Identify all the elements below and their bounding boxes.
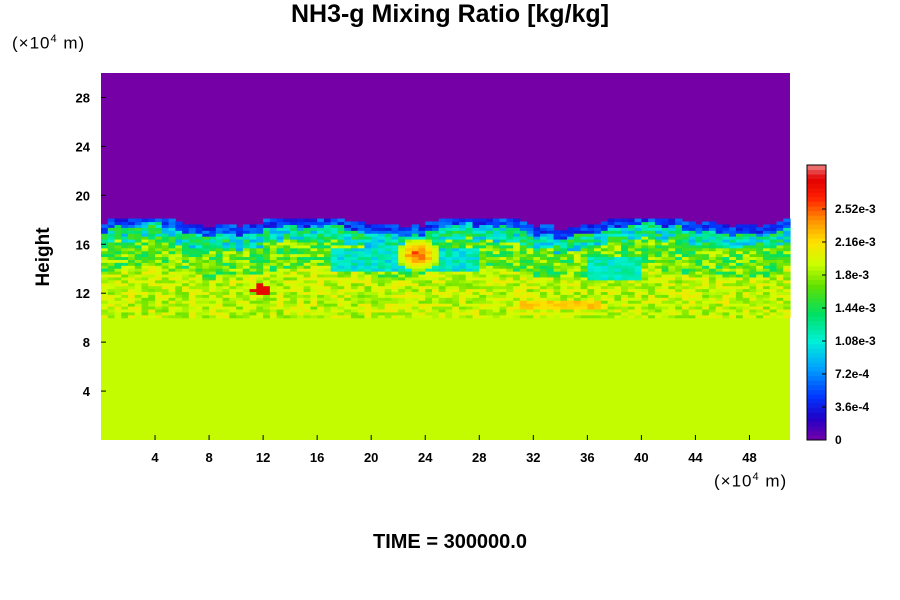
field-transition-band bbox=[101, 218, 791, 319]
colorbar-step bbox=[807, 197, 826, 202]
colorbar-step bbox=[807, 169, 826, 175]
heatmap-field bbox=[101, 73, 791, 440]
y-tick-label: 20 bbox=[76, 188, 90, 203]
x-tick-label: 20 bbox=[364, 450, 378, 465]
colorbar-tick-label: 2.52e-3 bbox=[835, 202, 876, 216]
colorbar-step bbox=[807, 352, 826, 358]
colorbar-step bbox=[807, 270, 826, 276]
x-tick-label: 36 bbox=[580, 450, 594, 465]
colorbar-step bbox=[807, 311, 826, 317]
colorbar-step bbox=[807, 366, 826, 372]
colorbar-tick-label: 1.44e-3 bbox=[835, 301, 876, 315]
colorbar-step bbox=[807, 412, 826, 418]
colorbar-step bbox=[807, 220, 826, 225]
colorbar-step bbox=[807, 178, 826, 184]
y-tick-label: 16 bbox=[76, 237, 90, 252]
y-tick-label: 12 bbox=[76, 286, 90, 301]
colorbar-step bbox=[807, 215, 826, 221]
x-tick-label: 8 bbox=[205, 450, 212, 465]
colorbar-step bbox=[807, 242, 826, 248]
colorbar-frame bbox=[806, 164, 827, 441]
x-tick-label: 28 bbox=[472, 450, 486, 465]
colorbar-step bbox=[807, 334, 826, 340]
colorbar-step bbox=[807, 371, 826, 377]
colorbar-step bbox=[807, 375, 826, 381]
field-lower-region bbox=[101, 317, 790, 440]
x-tick-label: 4 bbox=[151, 450, 159, 465]
colorbar-step bbox=[807, 297, 826, 303]
x-tick-label: 32 bbox=[526, 450, 540, 465]
colorbar-step bbox=[807, 316, 826, 322]
colorbar-step bbox=[807, 233, 826, 239]
colorbar-step bbox=[807, 174, 826, 180]
colorbar-step bbox=[807, 380, 826, 386]
colorbar-step bbox=[807, 407, 826, 413]
colorbar-step bbox=[807, 288, 826, 294]
colorbar-tick-label: 1.8e-3 bbox=[835, 268, 869, 282]
colorbar-step bbox=[807, 265, 826, 271]
x-tick-label: 16 bbox=[310, 450, 324, 465]
colorbar-step bbox=[807, 339, 826, 345]
y-tick-label: 4 bbox=[83, 384, 91, 399]
colorbar-step bbox=[807, 435, 826, 441]
colorbar-step bbox=[807, 284, 826, 290]
colorbar-tick-label: 1.08e-3 bbox=[835, 334, 876, 348]
colorbar-step bbox=[807, 275, 826, 280]
y-axis-label: Height bbox=[33, 227, 54, 287]
colorbar-step bbox=[807, 252, 826, 257]
colorbar-step bbox=[807, 192, 826, 198]
colorbar-step bbox=[807, 279, 826, 285]
colorbar-step bbox=[807, 330, 826, 335]
colorbar-tick-label: 0 bbox=[835, 433, 842, 447]
colorbar-step bbox=[807, 348, 826, 354]
colorbar-step bbox=[807, 206, 826, 212]
x-tick-label: 48 bbox=[742, 450, 756, 465]
y-axis-unit: (×104 m) bbox=[12, 33, 86, 53]
x-tick-label: 44 bbox=[688, 450, 703, 465]
colorbar-step bbox=[807, 385, 826, 390]
colorbar-step bbox=[807, 187, 826, 193]
y-tick-label: 8 bbox=[83, 335, 90, 350]
chart-title: NH3-g Mixing Ratio [kg/kg] bbox=[290, 0, 610, 28]
colorbar-step bbox=[807, 165, 826, 170]
colorbar-step bbox=[807, 430, 826, 436]
colorbar-step bbox=[807, 394, 826, 400]
colorbar-step bbox=[807, 421, 826, 427]
y-tick-label: 24 bbox=[76, 139, 91, 154]
x-tick-label: 12 bbox=[256, 450, 270, 465]
colorbar-tick-label: 7.2e-4 bbox=[835, 367, 869, 381]
colorbar-step bbox=[807, 261, 826, 267]
colorbar-step bbox=[807, 256, 826, 262]
colorbar-step bbox=[807, 343, 826, 349]
colorbar-step bbox=[807, 229, 826, 235]
x-axis-unit: (×104 m) bbox=[714, 471, 788, 491]
colorbar-step bbox=[807, 302, 826, 308]
colorbar-step bbox=[807, 210, 826, 216]
colorbar-step bbox=[807, 307, 826, 312]
colorbar-step bbox=[807, 426, 826, 432]
colorbar-step bbox=[807, 357, 826, 363]
colorbar-tick-label: 2.16e-3 bbox=[835, 235, 876, 249]
y-tick-label: 28 bbox=[76, 90, 90, 105]
x-tick-label: 40 bbox=[634, 450, 648, 465]
colorbar-step bbox=[807, 247, 826, 253]
colorbar-step bbox=[807, 320, 826, 326]
colorbar-step bbox=[807, 238, 826, 244]
colorbar-step bbox=[807, 403, 826, 409]
x-tick-label: 24 bbox=[418, 450, 433, 465]
time-label: TIME = 300000.0 bbox=[373, 531, 527, 553]
colorbar: 0 3.6e-4 7.2e-4 1.08e-3 1.44e-3 1.8e-3 2.16e-3… bbox=[806, 164, 876, 447]
colorbar-step bbox=[807, 183, 826, 189]
colorbar-step bbox=[807, 362, 826, 367]
colorbar-step bbox=[807, 224, 826, 230]
colorbar-step bbox=[807, 293, 826, 299]
colorbar-tick-label: 3.6e-4 bbox=[835, 400, 869, 414]
colorbar-step bbox=[807, 417, 826, 422]
colorbar-step bbox=[807, 325, 826, 331]
colorbar-step bbox=[807, 389, 826, 395]
colorbar-step bbox=[807, 398, 826, 404]
colorbar-step bbox=[807, 201, 826, 207]
